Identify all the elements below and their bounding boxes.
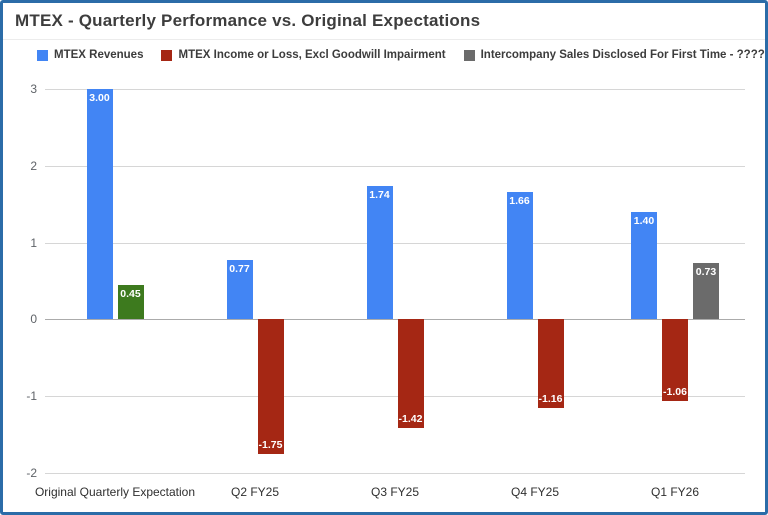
bar-value-label: -1.75 [258,438,283,451]
legend-item: Intercompany Sales Disclosed For First T… [463,49,768,61]
bar: -1.75 [257,319,284,454]
y-axis-tick-label: 1 [30,235,37,250]
gridline [45,396,745,398]
x-axis-category-label: Q2 FY25 [230,485,280,499]
bar: -1.42 [397,319,424,429]
bar: -1.16 [537,319,564,409]
bar-value-label: 0.45 [120,287,141,300]
chart-legend: MTEX Revenues MTEX Income or Loss, Excl G… [37,49,765,61]
bar: 1.66 [506,191,533,320]
chart-title: MTEX - Quarterly Performance vs. Origina… [15,11,481,30]
y-axis-tick-label: 2 [30,158,37,173]
x-axis-category-label: Q3 FY25 [370,485,420,499]
axis-baseline [45,319,745,321]
y-axis-tick-label: -2 [26,466,37,480]
plot-area: 3 2 1 0 -1 -2 3.00 0.45 Original Quarterly Expec… [26,82,745,499]
legend-item-label: MTEX Income or Loss, Excl Goodwill Impai… [178,49,446,61]
y-axis-tick-label: -1 [26,389,37,404]
bar: 0.45 [117,284,144,320]
gridline [45,242,745,244]
bar-value-label: 0.77 [229,263,250,276]
x-axis-category-label: Q4 FY25 [510,485,560,499]
bar-value-label: 1.66 [509,194,530,207]
bar-value-label: -1.06 [663,385,687,398]
bar: 0.73 [693,263,719,320]
legend-swatch [161,49,173,61]
bar-value-label: -1.16 [538,393,563,406]
legend-item-label: MTEX Revenues [54,49,144,61]
bar: 0.77 [226,260,253,320]
bar-value-label: -1.42 [398,413,423,426]
y-axis-tick-label: 0 [30,312,37,327]
bar: 1.40 [631,211,657,320]
gridline [45,473,745,474]
x-axis-category-label: Original Quarterly Expectation [34,485,196,499]
y-axis-tick-label: 3 [30,82,37,96]
gridline [45,165,745,167]
bar-value-label: 1.74 [369,188,390,201]
bar-value-label: 3.00 [89,92,110,104]
chart-title-bar: MTEX - Quarterly Performance vs. Origina… [3,3,765,40]
gridline [45,89,745,90]
x-axis-category-label: Q1 FY26 [650,485,700,499]
legend-swatch [463,49,475,61]
legend-swatch [37,49,48,61]
bar: 3.00 [86,89,113,320]
legend-item: MTEX Income or Loss, Excl Goodwill Impai… [161,49,446,61]
legend-item: MTEX Revenues [37,49,143,61]
bar: 1.74 [366,185,393,320]
bar-value-label: 0.73 [695,266,717,279]
legend-item-label: Intercompany Sales Disclosed For First T… [480,49,768,61]
bar-value-label: 1.40 [633,214,655,227]
bar: -1.06 [662,319,688,401]
